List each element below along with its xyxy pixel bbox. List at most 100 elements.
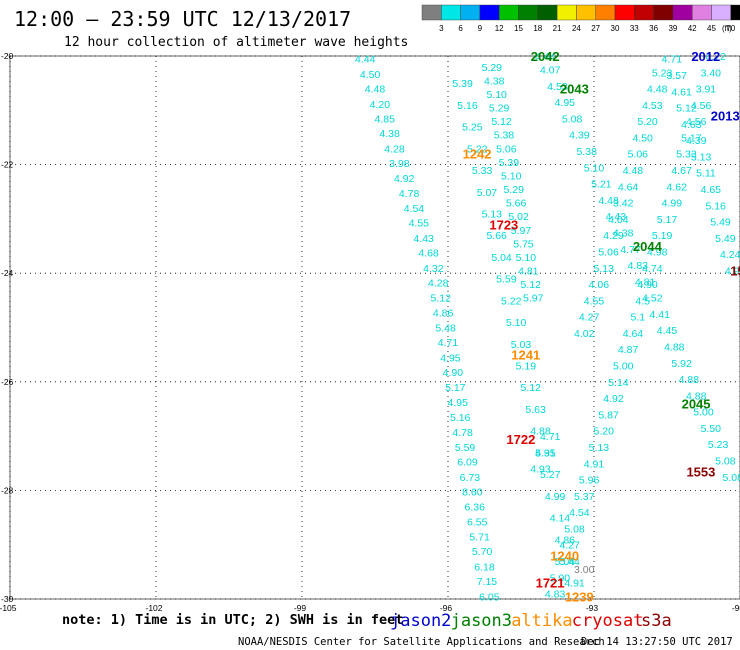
wave-height-value: 5.12: [521, 382, 542, 394]
chart-subtitle: 12 hour collection of altimeter wave hei…: [64, 35, 408, 50]
colorbar-tick-label: 24: [572, 24, 581, 33]
wave-height-value: 4.91: [564, 578, 585, 590]
colorbar-swatch: [730, 4, 740, 21]
colorbar-tick-label: 33: [630, 24, 639, 33]
y-tick-label: -26: [1, 377, 14, 387]
wave-height-value: 4.95: [448, 397, 469, 409]
wave-height-value: 5.19: [516, 361, 537, 373]
colorbar-swatch: [460, 4, 481, 21]
colorbar-swatch: [653, 4, 674, 21]
wave-height-value: 4.81: [518, 265, 539, 277]
pass-time-label: 1723: [489, 217, 518, 232]
wave-height-value: 5.12: [430, 293, 451, 305]
pass-time-labels: 2042204320442045202012201312421241124012…: [463, 49, 740, 604]
wave-height-value: 5.59: [455, 442, 476, 454]
wave-height-value: 5.50: [701, 423, 722, 435]
wave-height-value: 4.02: [574, 328, 595, 340]
y-tick-label: -20: [1, 51, 14, 61]
wave-height-value: 6.55: [467, 516, 488, 528]
colorbar-swatch: [692, 4, 712, 21]
colorbar-tick-label: 3: [439, 24, 444, 33]
wave-height-value: 6.05: [479, 591, 500, 603]
wave-height-value: 5.29: [482, 62, 503, 74]
wave-height-value: 5.00: [693, 407, 714, 419]
wave-height-value: 4.54: [404, 203, 425, 215]
colorbar-tick-label: 45: [707, 24, 716, 33]
x-tick-labels: -105 -102 -99 -96 -93 -90: [0, 603, 740, 613]
wave-height-value: 4.90: [725, 265, 740, 277]
wave-height-value: 4.62: [667, 181, 688, 193]
wave-height-value: 5.07: [477, 187, 498, 199]
wave-height-value: 4.77: [620, 244, 641, 256]
pass-time-label: 1239: [565, 589, 594, 604]
wave-height-value: 5.17: [681, 132, 702, 144]
colorbar-tick-label: 12: [495, 24, 504, 33]
wave-height-value: 4.74: [642, 263, 663, 275]
wave-height-value: 4.83: [545, 589, 566, 601]
wave-height-value: 4.44: [355, 54, 376, 66]
wave-height-value: 4.55: [409, 218, 430, 230]
x-tick-label: -96: [440, 603, 453, 613]
colorbar-swatch: [711, 4, 731, 21]
colorbar: 3 6 9 12 15 18 21 24 27 30 33 36 39 42 45 70(ft): [421, 4, 740, 33]
pass-time-label: 2042: [531, 49, 560, 64]
x-tick-label: -90: [732, 603, 740, 613]
wave-height-value: 4.83: [628, 260, 649, 272]
y-tick-label: -28: [1, 485, 14, 495]
wave-height-value: 5.10: [516, 252, 537, 264]
y-tick-label: -30: [1, 594, 14, 604]
wave-height-value: 5.29: [489, 103, 510, 115]
wave-height-value: 3.98: [389, 158, 410, 170]
colorbar-swatch: [421, 4, 442, 21]
pass-time-label: 2013: [711, 109, 740, 124]
wave-height-value: 4.27: [559, 540, 580, 552]
wave-height-value: 4.65: [701, 184, 722, 196]
wave-height-value: 5.03: [511, 339, 532, 351]
colorbar-tick-label: 9: [478, 24, 483, 33]
legend-entry-cryosat: cryosat: [572, 611, 644, 631]
wave-height-value: 4.06: [589, 279, 610, 291]
wave-height-value: 4.07: [540, 65, 561, 77]
wave-height-value: 4.20: [370, 99, 391, 111]
wave-height-value: 4.38: [613, 227, 634, 239]
x-tick-label: -93: [586, 603, 599, 613]
colorbar-tick-label: 15: [514, 24, 523, 33]
wave-height-value: 5.44: [559, 556, 580, 568]
wave-height-value: 4.67: [671, 165, 692, 177]
wave-height-value: 5.37: [574, 491, 595, 503]
wave-height-value: 4.88: [679, 374, 700, 386]
wave-height-value: 5.39: [499, 157, 520, 169]
wave-height-value: 5.75: [513, 238, 534, 250]
wave-height-value: 5.08: [562, 113, 583, 125]
wave-height-value: 5.29: [503, 184, 524, 196]
wave-height-value: 4.85: [375, 113, 396, 125]
colorbar-tick-label: 18: [533, 24, 542, 33]
wave-height-value: 4.50: [360, 69, 381, 81]
wave-height-value: 4.71: [438, 337, 459, 349]
grid-lines: [9, 55, 740, 600]
wave-height-value: 4.24: [720, 249, 740, 261]
wave-height-value: 5.12: [491, 116, 512, 128]
wave-height-value: 5.48: [435, 323, 456, 335]
wave-height-value: 6.18: [474, 561, 495, 573]
wave-height-value: 4.72: [705, 51, 726, 63]
wave-height-value: 3.00: [574, 564, 595, 576]
wave-height-value: 3.91: [696, 84, 717, 96]
wave-height-value: 5.08: [722, 472, 740, 484]
wave-height-value: 5.70: [472, 546, 493, 558]
wave-height-value: 5.21: [591, 179, 612, 191]
pass-time-label: 1553: [686, 464, 715, 479]
wave-height-value: 7.15: [477, 576, 498, 588]
wave-height-value: 4.43: [413, 233, 434, 245]
wave-height-value: 5.31: [535, 447, 556, 459]
colorbar-swatch: [499, 4, 519, 21]
wave-height-value: 6.36: [465, 502, 486, 514]
wave-height-value: 5.87: [598, 409, 619, 421]
pass-time-label: 1240: [550, 549, 579, 564]
wave-height-value: 5.22: [467, 143, 488, 155]
legend-entry-jason2: jason2: [390, 611, 451, 631]
y-tick-label: -22: [1, 160, 14, 170]
wave-height-value: 5.13: [482, 208, 503, 220]
wave-height-value: 5.33: [676, 149, 697, 161]
wave-height-value: 4.99: [662, 198, 683, 210]
